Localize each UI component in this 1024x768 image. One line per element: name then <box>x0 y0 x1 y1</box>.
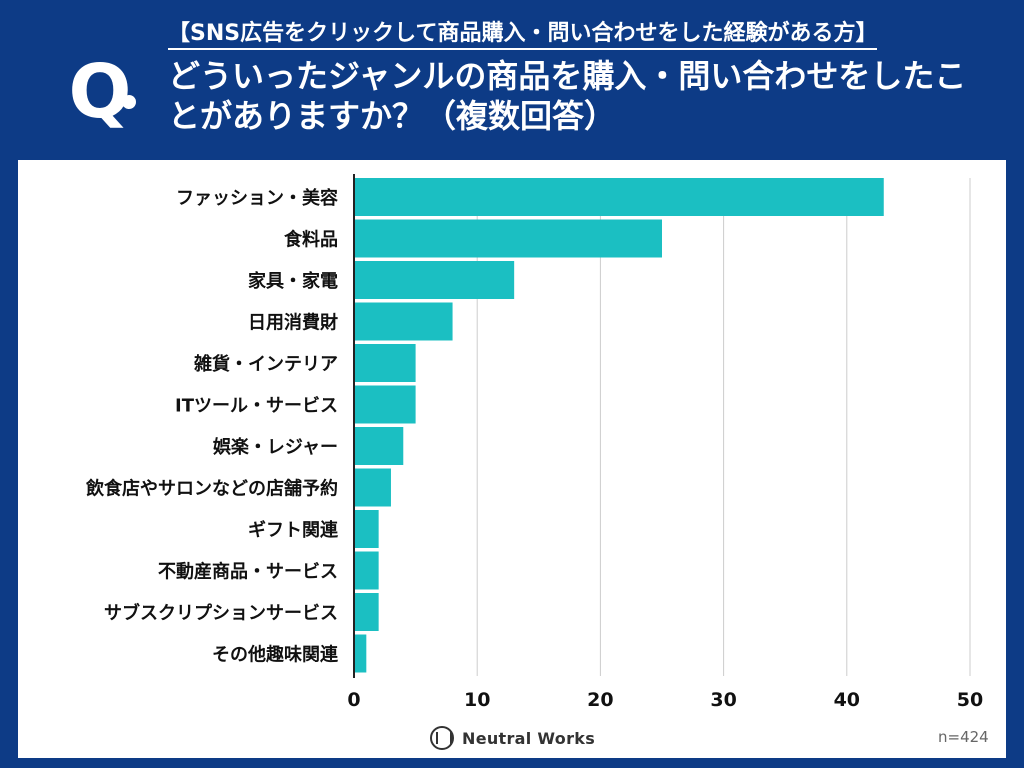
category-label: 飲食店やサロンなどの店舗予約 <box>85 478 338 500</box>
category-label: 家具・家電 <box>248 270 338 292</box>
category-label: ITツール・サービス <box>175 396 338 417</box>
q-dot <box>122 95 136 109</box>
bar-11 <box>354 593 379 631</box>
x-tick-label: 20 <box>587 689 613 711</box>
bar-12 <box>354 634 367 673</box>
page-title: どういったジャンルの商品を購入・問い合わせをしたことがありますか？（複数回答） <box>168 57 967 135</box>
bar-2 <box>354 219 662 258</box>
sample-size: n=424 <box>938 728 989 746</box>
bar-10 <box>354 551 379 590</box>
bar-9 <box>354 510 379 548</box>
category-label: ファッション・美容 <box>176 187 338 209</box>
bar-1 <box>354 178 884 216</box>
bar-7 <box>354 427 404 465</box>
category-label: 不動産商品・サービス <box>158 561 338 583</box>
bar-3 <box>354 261 515 299</box>
chart-panel <box>18 160 1006 758</box>
brand-logo-icon <box>430 726 454 750</box>
x-tick-label: 10 <box>464 689 490 711</box>
brand-logo: Neutral Works <box>430 724 595 752</box>
category-label: 雑貨・インテリア <box>193 353 338 375</box>
category-label: その他趣味関連 <box>212 644 339 666</box>
category-label: 娯楽・レジャー <box>213 436 338 458</box>
x-tick-label: 30 <box>710 689 736 711</box>
category-label: 日用消費財 <box>248 312 338 334</box>
x-tick-label: 0 <box>347 689 360 711</box>
subtitle-text: 【SNS広告をクリックして商品購入・問い合わせをした経験がある方】 <box>168 21 878 50</box>
x-tick-label: 50 <box>957 689 983 711</box>
category-label: ギフト関連 <box>248 519 339 541</box>
bar-6 <box>354 385 416 424</box>
category-label: 食料品 <box>283 229 338 251</box>
header: Q 【SNS広告をクリックして商品購入・問い合わせをした経験がある方】 どういっ… <box>0 0 1024 160</box>
subtitle: 【SNS広告をクリックして商品購入・問い合わせをした経験がある方】 <box>168 18 968 50</box>
category-label: サブスクリプションサービス <box>104 602 338 624</box>
x-tick-label: 40 <box>834 689 860 711</box>
q-mark: Q <box>68 49 132 135</box>
brand-name: Neutral Works <box>462 728 596 748</box>
bar-8 <box>354 468 391 507</box>
bar-5 <box>354 344 416 382</box>
bar-4 <box>354 302 453 341</box>
